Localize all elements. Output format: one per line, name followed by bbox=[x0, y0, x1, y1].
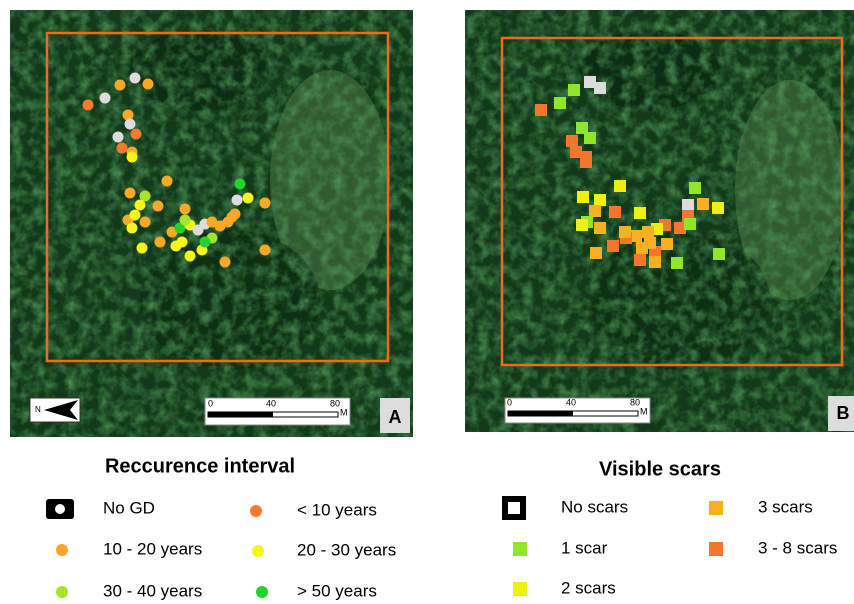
legend-label: 1 scar bbox=[561, 538, 608, 557]
scale-label: 80 bbox=[630, 397, 640, 407]
legend-label: < 10 years bbox=[297, 500, 377, 519]
panel-label: B bbox=[837, 403, 850, 423]
site-square bbox=[642, 226, 654, 238]
site-square bbox=[589, 205, 601, 217]
site-square bbox=[584, 132, 596, 144]
legend-marker bbox=[508, 502, 520, 514]
site-dot bbox=[125, 188, 136, 199]
site-dot bbox=[227, 212, 238, 223]
site-square bbox=[607, 240, 619, 252]
legend-marker bbox=[250, 505, 262, 517]
legend-label: 30 - 40 years bbox=[103, 581, 202, 600]
site-square bbox=[568, 84, 580, 96]
site-dot bbox=[143, 79, 154, 90]
site-square bbox=[580, 156, 592, 168]
legend-marker bbox=[709, 501, 723, 515]
legend-label: 10 - 20 years bbox=[103, 539, 202, 558]
site-square bbox=[609, 206, 621, 218]
site-dot bbox=[243, 193, 254, 204]
legend-marker bbox=[56, 544, 68, 556]
site-dot bbox=[232, 195, 243, 206]
site-square bbox=[713, 248, 725, 260]
legend-marker bbox=[709, 542, 723, 556]
scale-label: 80 bbox=[330, 398, 340, 408]
site-dot bbox=[137, 243, 148, 254]
site-dot bbox=[185, 251, 196, 262]
site-dot bbox=[127, 223, 138, 234]
site-square bbox=[649, 256, 661, 268]
site-square bbox=[576, 219, 588, 231]
legend-marker bbox=[513, 582, 527, 596]
map-a: N 0 40 80 M A bbox=[10, 10, 413, 437]
scale-label: 40 bbox=[566, 397, 576, 407]
site-square bbox=[590, 247, 602, 259]
site-dot bbox=[130, 73, 141, 84]
scale-label: 0 bbox=[507, 397, 512, 407]
site-square bbox=[689, 182, 701, 194]
site-square bbox=[661, 238, 673, 250]
legend-title: Reccurence interval bbox=[105, 455, 295, 477]
scale-unit: M bbox=[640, 406, 648, 416]
legend-label: 3 scars bbox=[758, 497, 813, 516]
legend-label: No GD bbox=[103, 498, 155, 517]
site-square bbox=[644, 237, 656, 249]
panel-label: A bbox=[389, 407, 402, 427]
site-dot bbox=[131, 129, 142, 140]
site-dot bbox=[260, 245, 271, 256]
site-square bbox=[594, 194, 606, 206]
scale-unit: M bbox=[340, 407, 348, 417]
site-dot bbox=[153, 201, 164, 212]
site-dot bbox=[180, 204, 191, 215]
site-dot bbox=[180, 215, 191, 226]
site-dot bbox=[100, 93, 111, 104]
site-dot bbox=[220, 257, 231, 268]
site-dot bbox=[260, 198, 271, 209]
site-dot bbox=[83, 100, 94, 111]
site-dot bbox=[140, 217, 151, 228]
site-dot bbox=[125, 119, 136, 130]
site-dot bbox=[200, 237, 211, 248]
site-dot bbox=[171, 241, 182, 252]
site-square bbox=[712, 202, 724, 214]
site-dot bbox=[155, 237, 166, 248]
site-dot bbox=[235, 179, 246, 190]
legend-marker bbox=[252, 545, 264, 557]
site-square bbox=[566, 135, 578, 147]
legend-title: Visible scars bbox=[599, 458, 721, 480]
legend-label: 20 - 30 years bbox=[297, 540, 396, 559]
site-square bbox=[614, 180, 626, 192]
legend-label: > 50 years bbox=[297, 581, 377, 600]
site-dot bbox=[130, 210, 141, 221]
site-square bbox=[682, 199, 694, 211]
site-square bbox=[535, 104, 547, 116]
legend-marker bbox=[56, 586, 68, 598]
north-label: N bbox=[35, 405, 41, 414]
legend-marker bbox=[55, 504, 65, 514]
site-square bbox=[634, 207, 646, 219]
map-b: 0 40 80 M B bbox=[465, 10, 854, 432]
site-dot bbox=[117, 143, 128, 154]
site-square bbox=[671, 257, 683, 269]
site-square bbox=[684, 218, 696, 230]
scale-label: 40 bbox=[266, 398, 276, 408]
site-dot bbox=[113, 132, 124, 143]
site-dot bbox=[115, 80, 126, 91]
figure: N 0 40 80 M A 0 40 80 M B Reccurence int… bbox=[0, 0, 854, 604]
site-square bbox=[634, 254, 646, 266]
site-square bbox=[577, 191, 589, 203]
site-square bbox=[594, 82, 606, 94]
legend-label: 2 scars bbox=[561, 578, 616, 597]
legend-marker bbox=[256, 586, 268, 598]
site-dot bbox=[135, 200, 146, 211]
scale-label: 0 bbox=[208, 398, 213, 408]
legend-label: No scars bbox=[561, 497, 628, 516]
legend-marker bbox=[513, 542, 527, 556]
site-dot bbox=[127, 152, 138, 163]
site-square bbox=[619, 226, 631, 238]
site-square bbox=[554, 97, 566, 109]
legend-label: 3 - 8 scars bbox=[758, 538, 837, 557]
site-dot bbox=[162, 176, 173, 187]
site-square bbox=[594, 222, 606, 234]
site-square bbox=[697, 198, 709, 210]
